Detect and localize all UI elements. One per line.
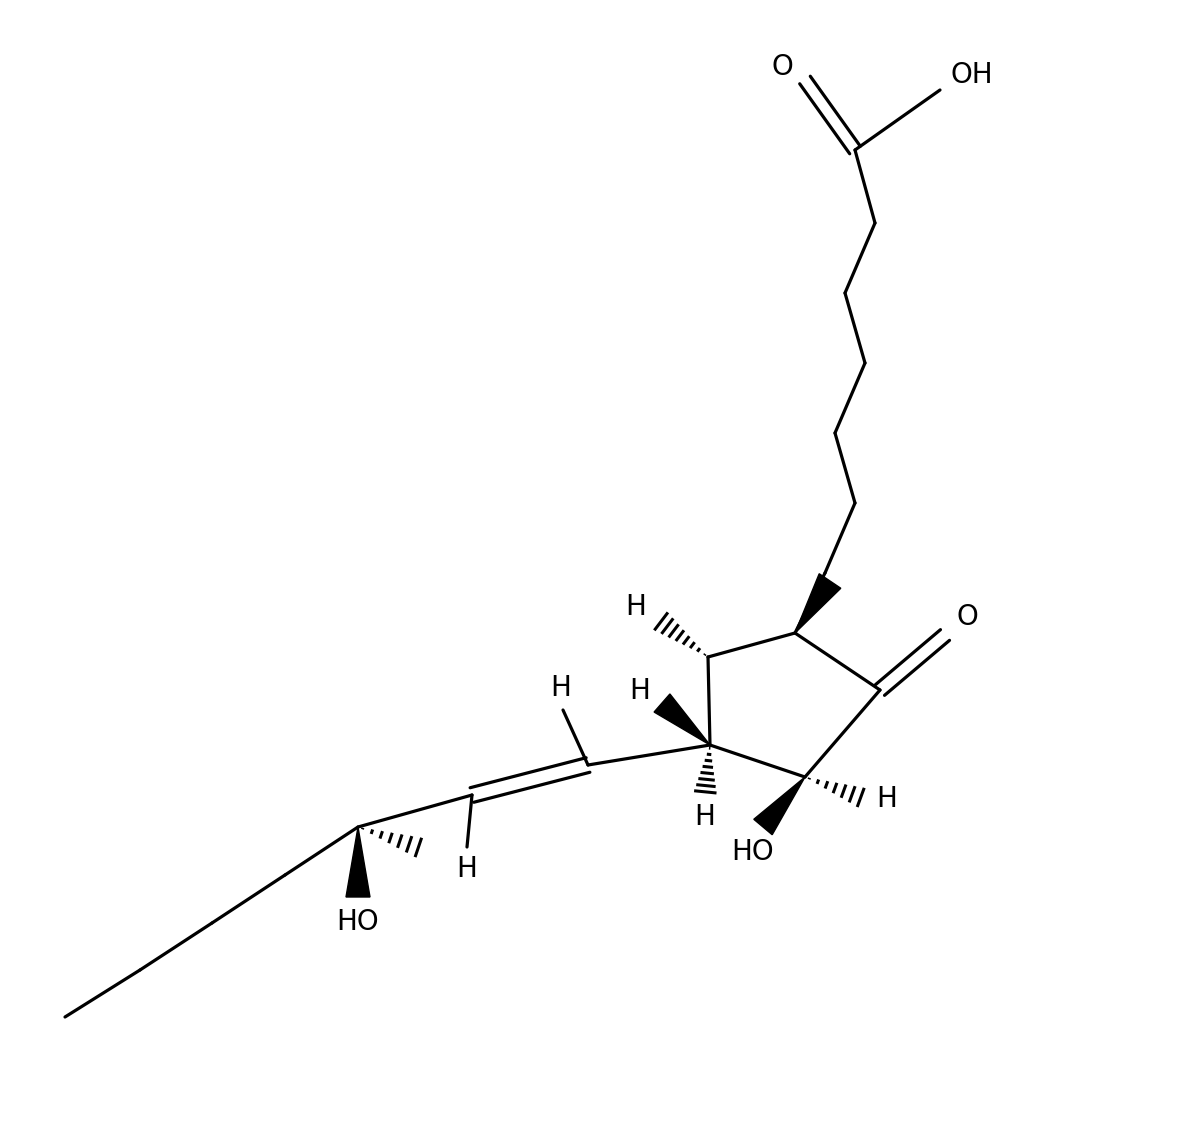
Polygon shape [796, 574, 841, 633]
Text: H: H [876, 785, 898, 813]
Text: HO: HO [732, 838, 774, 866]
Text: H: H [551, 674, 571, 702]
Text: H: H [695, 803, 715, 831]
Text: O: O [956, 603, 978, 631]
Polygon shape [654, 694, 710, 745]
Text: H: H [630, 677, 650, 705]
Text: O: O [772, 53, 793, 81]
Polygon shape [754, 777, 805, 835]
Polygon shape [346, 827, 370, 897]
Text: H: H [456, 855, 478, 883]
Text: H: H [625, 593, 647, 621]
Text: OH: OH [950, 61, 994, 89]
Text: HO: HO [337, 908, 379, 935]
